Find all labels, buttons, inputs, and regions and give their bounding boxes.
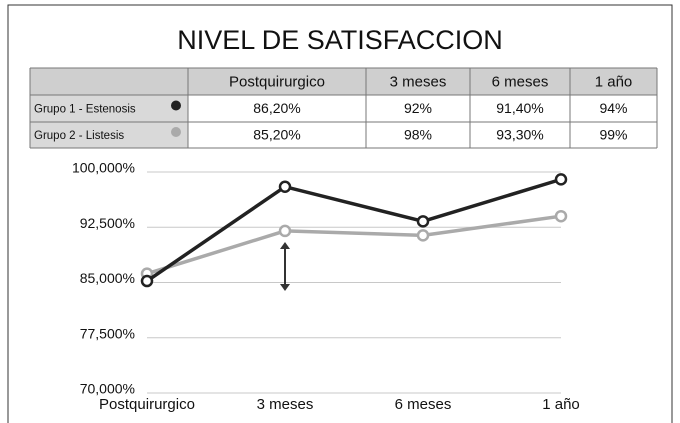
table-cell bbox=[188, 95, 366, 122]
table-cell-text: 94% bbox=[599, 100, 627, 116]
table-cell-text: 93,30% bbox=[496, 127, 543, 143]
point bbox=[416, 215, 430, 228]
point bbox=[278, 180, 292, 193]
table-header-cell bbox=[188, 68, 366, 95]
point bbox=[416, 229, 430, 242]
x-tick-label: 1 año bbox=[542, 396, 580, 413]
table-cell bbox=[366, 122, 470, 148]
table-header-cell bbox=[30, 68, 188, 95]
y-tick-label: 92,500% bbox=[80, 215, 135, 231]
table-cell bbox=[188, 122, 366, 148]
row-label-cell bbox=[30, 95, 188, 122]
table-cell bbox=[570, 122, 657, 148]
table-header: 6 meses bbox=[492, 73, 549, 90]
frame bbox=[7, 4, 673, 423]
table-cell bbox=[570, 95, 657, 122]
y-tick-label: 100,000% bbox=[72, 160, 135, 176]
series-line bbox=[146, 177, 562, 283]
table-cell-text: 85,20% bbox=[253, 127, 300, 143]
table-header: 3 meses bbox=[390, 73, 447, 90]
legend-marker bbox=[171, 127, 181, 137]
x-tick-label: Postquirurgico bbox=[99, 396, 195, 413]
x-tick-label: 3 meses bbox=[257, 396, 314, 413]
table-header: Postquirurgico bbox=[229, 73, 325, 90]
table-cell bbox=[470, 122, 570, 148]
row-label: Grupo 1 - Estenosis bbox=[34, 104, 136, 116]
y-tick-label: 77,500% bbox=[80, 325, 135, 341]
point bbox=[140, 274, 154, 288]
table-header-cell bbox=[570, 68, 657, 95]
y-tick-label: 85,000% bbox=[80, 270, 135, 286]
table-cell bbox=[470, 95, 570, 122]
y-tick-label: 70,000% bbox=[80, 381, 135, 397]
series-line bbox=[146, 214, 562, 276]
table-cell-text: 91,40% bbox=[496, 100, 543, 116]
row-label: Grupo 2 - Listesis bbox=[34, 130, 124, 142]
x-tick-label: 6 meses bbox=[395, 396, 452, 413]
point bbox=[278, 224, 292, 238]
point bbox=[554, 173, 568, 186]
arrow bbox=[280, 242, 290, 291]
table-cell-text: 86,20% bbox=[253, 100, 300, 116]
legend-marker bbox=[171, 100, 181, 111]
point bbox=[554, 209, 568, 223]
table-cell bbox=[366, 95, 470, 122]
row-label-cell bbox=[30, 122, 188, 148]
table-header-cell bbox=[470, 68, 570, 95]
table-cell-text: 92% bbox=[404, 100, 432, 116]
chart-title: NIVEL DE SATISFACCION bbox=[177, 25, 503, 55]
table-header-cell bbox=[366, 68, 470, 95]
table-header: 1 año bbox=[595, 73, 633, 90]
table-cell-text: 98% bbox=[404, 127, 432, 143]
table-cell-text: 99% bbox=[599, 127, 627, 143]
